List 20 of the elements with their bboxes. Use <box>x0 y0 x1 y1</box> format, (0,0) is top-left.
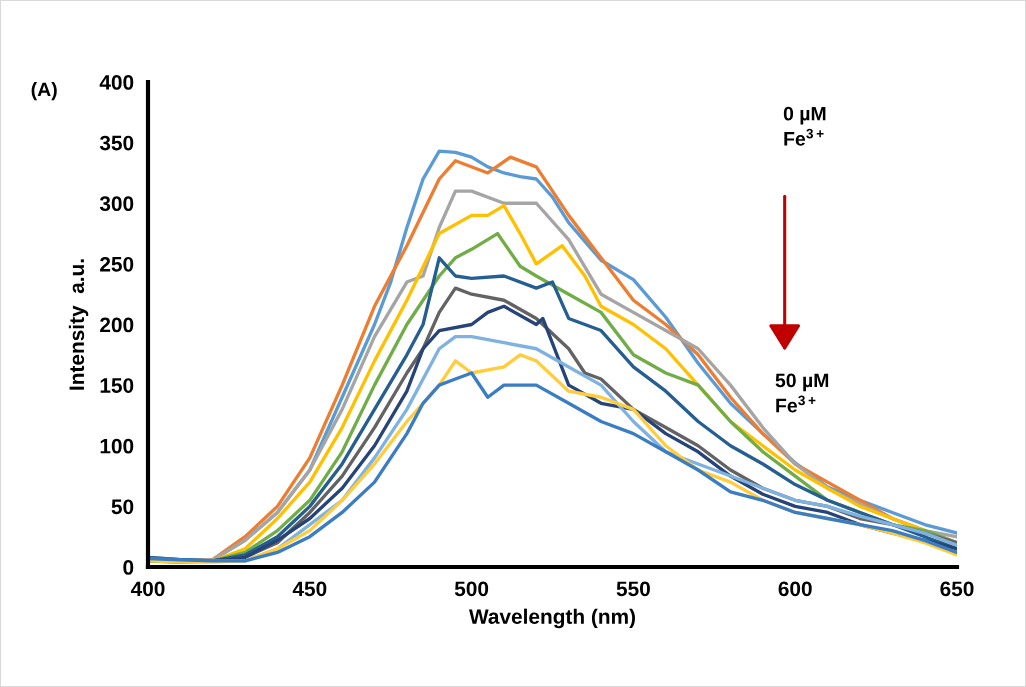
annotation: 50 µM Fe$^{3+}$ <box>775 373 829 413</box>
y-tick-label: 400 <box>99 75 134 90</box>
x-tick-label: 450 <box>292 581 327 597</box>
annotation: 0 µM Fe$^{3+}$ <box>783 106 826 146</box>
y-tick-label: 100 <box>100 438 134 454</box>
y-tick-label: 0 <box>123 560 134 575</box>
y-tick-label: 250 <box>100 256 134 272</box>
y-tick-label: 150 <box>100 378 134 393</box>
y-tick-label: 50 <box>111 499 134 515</box>
y-tick-label: 200 <box>100 317 134 333</box>
x-tick-label: 400 <box>130 581 165 597</box>
x-tick-label: 650 <box>940 581 974 597</box>
text: (A) <box>31 82 57 101</box>
y-axis-title: Intensity a.u. <box>68 259 89 390</box>
x-tick-label: 500 <box>454 581 489 597</box>
x-tick-label: 550 <box>616 581 650 597</box>
x-tick-label: 600 <box>778 581 812 597</box>
y-tick-label: 300 <box>99 196 134 212</box>
x-axis-title: Wavelength (nm) <box>469 608 635 629</box>
y-tick-label: 350 <box>99 135 134 151</box>
